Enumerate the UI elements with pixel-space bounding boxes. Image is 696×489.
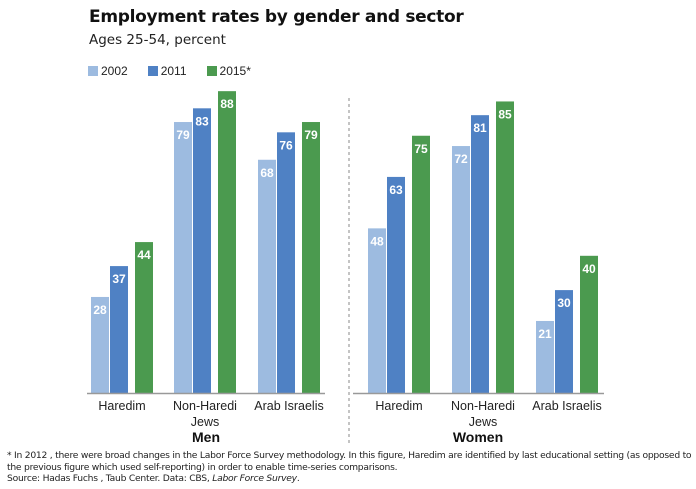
data-label: 44 (137, 248, 151, 262)
data-label: 21 (538, 327, 552, 341)
legend-item-2011: 2011 (147, 64, 187, 78)
footnote-text: * In 2012 , there were broad changes in … (7, 450, 692, 473)
data-label: 85 (498, 107, 512, 121)
data-label: 83 (195, 114, 209, 128)
data-label: 75 (414, 142, 428, 156)
bar (368, 228, 386, 393)
data-label: 81 (473, 121, 487, 135)
data-label: 72 (454, 152, 468, 166)
category-label: Non-Haredi (173, 399, 237, 413)
category-label: Arab Israelis (532, 399, 601, 413)
data-label: 30 (557, 296, 571, 310)
bar (387, 176, 405, 393)
bar (412, 135, 430, 393)
legend-label: 2015* (219, 64, 251, 78)
data-label: 76 (279, 138, 293, 152)
bar (91, 296, 109, 393)
data-label: 37 (112, 272, 126, 286)
category-label: Jews (191, 415, 219, 429)
bar (193, 108, 211, 393)
data-label: 88 (220, 97, 234, 111)
bar (277, 132, 295, 393)
chart-subtitle: Ages 25-54, percent (89, 32, 226, 48)
bar (174, 122, 192, 393)
bar (452, 146, 470, 393)
source-line: Source: Hadas Fuchs , Taub Center. Data:… (7, 473, 696, 485)
data-label: 68 (260, 166, 274, 180)
bar (258, 159, 276, 393)
legend-swatch (88, 66, 98, 76)
plot-area: 28 37 44 Haredim 79 83 88 Non-Haredi Jews 68 76 79 A… (87, 91, 604, 446)
legend-label: 2011 (160, 64, 187, 78)
category-label: Haredim (375, 399, 422, 413)
category-label: Arab Israelis (254, 399, 323, 413)
chart-title: Employment rates by gender and sector (89, 7, 464, 27)
bar (496, 101, 514, 393)
data-label: 79 (176, 128, 190, 142)
legend-label: 2002 (101, 64, 128, 78)
bar (302, 122, 320, 393)
data-label: 48 (370, 234, 384, 248)
data-label: 28 (93, 303, 107, 317)
data-label: 63 (389, 183, 403, 197)
bar (555, 290, 573, 393)
legend-swatch (147, 66, 158, 76)
bar (471, 115, 489, 394)
category-label: Non-Haredi (451, 399, 515, 413)
panel-label: Women (453, 429, 503, 445)
legend-swatch (206, 66, 217, 76)
category-label: Haredim (98, 399, 145, 413)
source-italic: Labor Force Survey (212, 473, 297, 484)
panel-label: Men (192, 429, 220, 445)
data-label: 40 (582, 262, 596, 276)
footnote: * In 2012 , there were broad changes in … (7, 450, 696, 485)
category-label: Jews (469, 415, 497, 429)
bar (536, 320, 554, 393)
legend-item-2002: 2002 (88, 64, 128, 78)
legend-item-2015: 2015* (206, 64, 251, 78)
legend: 2002 2011 2015* (88, 64, 251, 78)
data-label: 79 (304, 128, 318, 142)
bar (135, 242, 153, 393)
source-suffix: . (296, 473, 300, 484)
bar (580, 255, 598, 393)
bar (218, 91, 236, 393)
bar (110, 266, 128, 393)
source-text: Source: Hadas Fuchs , Taub Center. Data:… (7, 473, 213, 484)
